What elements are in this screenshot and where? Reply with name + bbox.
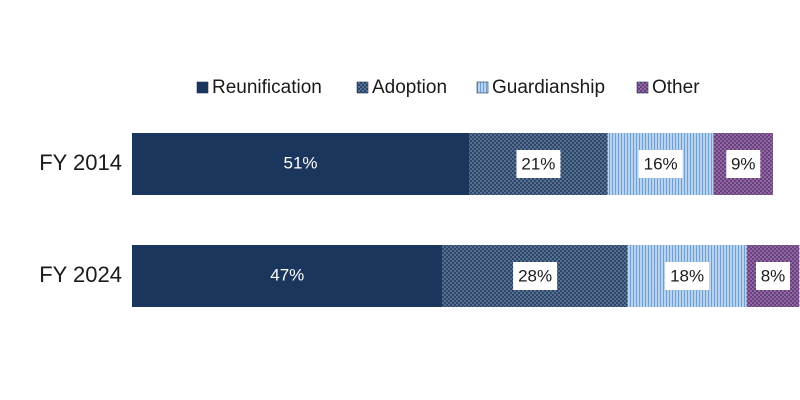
legend-label-guardianship: Guardianship (492, 77, 605, 98)
data-label-fy-2014-adoption: 21% (521, 154, 555, 173)
legend-item-reunification: Reunification (196, 77, 322, 98)
data-label-box-fy-2014-other (726, 150, 761, 178)
legend-item-adoption: Adoption (356, 77, 447, 98)
bar-fy-2014-reunification (132, 133, 470, 195)
data-label-box-fy-2024-guardianship (665, 262, 710, 290)
legend-swatch-reunification (196, 81, 209, 94)
legend-item-guardianship: Guardianship (476, 77, 605, 98)
bar-fy-2024-reunification (132, 245, 443, 307)
legend: Reunification Adoption Guardianship Other (196, 77, 700, 98)
data-label-box-fy-2014-guardianship (638, 150, 683, 178)
legend-label-adoption: Adoption (372, 77, 447, 98)
legend-swatch-adoption (356, 81, 369, 94)
data-label-box-fy-2024-adoption (513, 262, 558, 290)
data-label-fy-2024-other: 8% (761, 266, 786, 285)
value-labels: 51% 21% 16% 9% 47% 28% 18% 8% (270, 150, 790, 290)
data-label-fy-2024-guardianship: 18% (670, 266, 704, 285)
category-labels: FY 2014 FY 2024 (39, 150, 122, 287)
category-label-fy-2024: FY 2024 (39, 262, 122, 287)
legend-swatch-other (636, 81, 649, 94)
legend-item-other: Other (636, 77, 700, 98)
data-label-box-fy-2024-other (756, 262, 790, 290)
legend-swatch-guardianship (476, 81, 489, 94)
data-label-box-fy-2014-adoption (516, 150, 561, 178)
data-label-fy-2014-guardianship: 16% (644, 154, 678, 173)
data-label-fy-2024-adoption: 28% (518, 266, 552, 285)
data-label-fy-2014-other: 9% (731, 154, 756, 173)
category-label-fy-2014: FY 2014 (39, 150, 122, 175)
legend-label-other: Other (652, 77, 700, 98)
data-label-fy-2024-reunification: 47% (270, 265, 304, 284)
legend-label-reunification: Reunification (212, 77, 322, 98)
data-label-fy-2014-reunification: 51% (283, 153, 317, 172)
